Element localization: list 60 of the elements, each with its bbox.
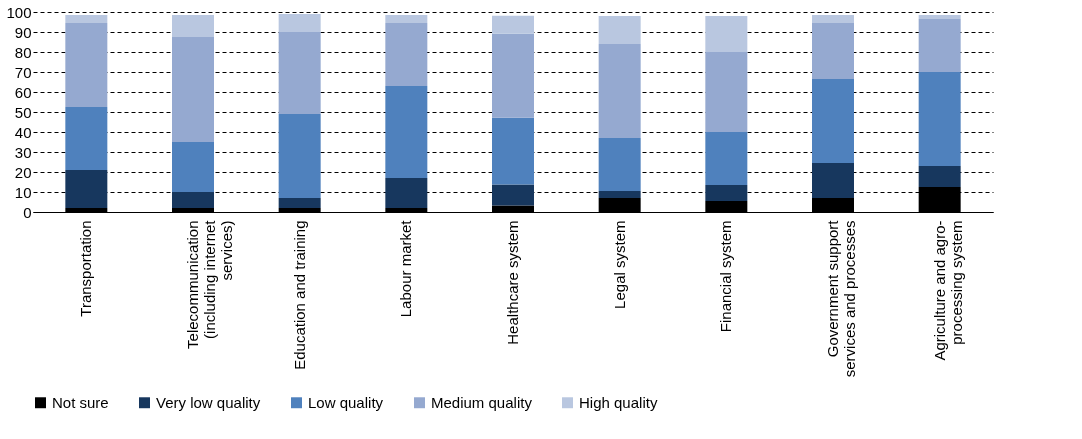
bar [918, 166, 961, 187]
x-tick-label: Government support services and processes [824, 219, 858, 378]
y-tick-label: 20 [14, 163, 32, 181]
x-tick-label: Healthcare system [504, 220, 521, 345]
bar [812, 79, 854, 163]
bar [705, 185, 748, 201]
x-tick-label: Financial system [717, 220, 735, 333]
bar [918, 19, 961, 72]
bar [65, 15, 108, 23]
bar [65, 170, 108, 208]
bar [385, 86, 428, 178]
y-tick-label: 0 [23, 203, 32, 221]
bar [278, 32, 321, 114]
y-tick-label: 70 [14, 63, 32, 81]
bar [172, 37, 214, 142]
bar [598, 191, 641, 198]
y-tick-label: 90 [14, 23, 32, 41]
bar [812, 15, 854, 23]
bar [492, 33, 534, 118]
bar [918, 15, 961, 19]
bar [65, 23, 108, 107]
bar [598, 44, 641, 138]
x-tick-label: Telecommunication (including internet services) [184, 219, 235, 349]
y-tick-label: 60 [14, 83, 32, 101]
y-tick-label: 10 [14, 183, 32, 201]
bar [385, 178, 428, 208]
bar [705, 132, 748, 185]
y-tick-label: 50 [14, 103, 32, 121]
bar [812, 163, 854, 198]
bar [385, 23, 428, 86]
y-tick-label: 80 [14, 43, 32, 61]
legend-label: Not sure [52, 393, 109, 411]
bar [705, 52, 748, 132]
y-tick-label: 40 [14, 123, 32, 141]
bar [598, 16, 641, 44]
bar [65, 107, 108, 170]
bar [492, 117, 534, 185]
bar [705, 16, 748, 52]
bar [492, 184, 534, 206]
bar [812, 23, 854, 79]
x-tick-label: Legal system [610, 220, 628, 309]
bar [172, 142, 214, 192]
x-tick-label: Education and training [290, 220, 308, 370]
y-tick-label: 30 [14, 143, 32, 161]
bar [278, 114, 321, 198]
bar [492, 15, 534, 34]
legend-label: Medium quality [431, 393, 533, 411]
bar [278, 198, 321, 208]
bar [172, 15, 214, 37]
bar [278, 14, 321, 32]
bar [385, 15, 428, 23]
x-tick-label: Transportation [77, 220, 95, 317]
legend-label: Very low quality [156, 393, 261, 411]
y-tick-label: 100 [6, 3, 32, 21]
x-tick-label: Labour market [397, 219, 415, 318]
bar [918, 72, 961, 166]
legend-label: High quality [579, 393, 658, 411]
bar [598, 138, 641, 191]
legend-label: Low quality [308, 393, 384, 411]
bar [172, 192, 214, 208]
